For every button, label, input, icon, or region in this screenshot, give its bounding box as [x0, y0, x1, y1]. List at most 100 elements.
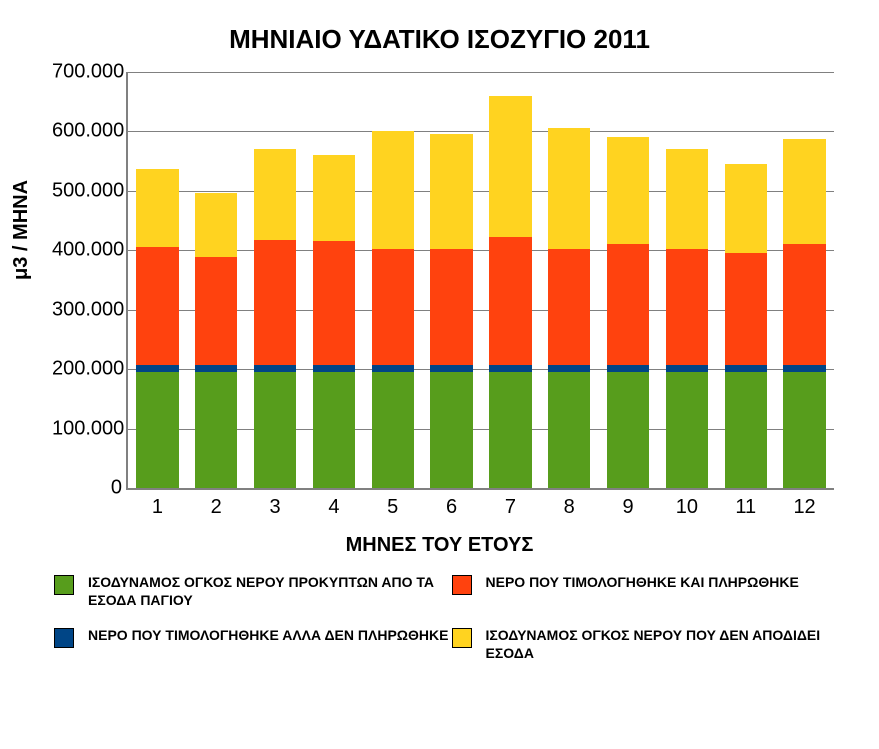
legend-item: ΙΣΟΔΥΝΑΜΟΣ ΟΓΚΟΣ ΝΕΡΟΥ ΠΟΥ ΔΕΝ ΑΠΟΔΙΔΕΙ … [452, 627, 850, 662]
x-tick-label: 8 [540, 496, 599, 519]
legend-swatch [452, 628, 472, 648]
x-tick-label: 7 [481, 496, 540, 519]
x-tick-label: 1 [128, 496, 187, 519]
legend-label: ΝΕΡΟ ΠΟΥ ΤΙΜΟΛΟΓΗΘΗΚΕ ΑΛΛΑ ΔΕΝ ΠΛΗΡΩΘΗΚΕ [88, 627, 448, 645]
legend-swatch [54, 575, 74, 595]
x-tick-label: 10 [658, 496, 717, 519]
y-tick-label: 100.000 [52, 417, 122, 440]
bar-group [548, 128, 590, 488]
bar-segment [195, 372, 237, 488]
bar-segment [666, 372, 708, 488]
legend-swatch [54, 628, 74, 648]
bar-segment [666, 149, 708, 249]
bar-segment [313, 365, 355, 372]
x-tick-label: 11 [716, 496, 775, 519]
bar-group [607, 137, 649, 488]
bar-segment [430, 249, 472, 365]
legend-swatch [452, 575, 472, 595]
bar-segment [313, 372, 355, 488]
legend: ΙΣΟΔΥΝΑΜΟΣ ΟΓΚΟΣ ΝΕΡΟΥ ΠΡΟΚΥΠΤΩΝ ΑΠΟ ΤΑ … [54, 574, 849, 680]
y-tick-label: 0 [52, 477, 122, 500]
bar-group [430, 134, 472, 488]
y-tick-label: 600.000 [52, 120, 122, 143]
bar-segment [372, 365, 414, 372]
bar-segment [136, 247, 178, 365]
bar-group [783, 139, 825, 488]
x-tick-label: 6 [422, 496, 481, 519]
bar-group [489, 96, 531, 488]
bar-group [195, 193, 237, 488]
bar-segment [489, 372, 531, 488]
legend-item: ΝΕΡΟ ΠΟΥ ΤΙΜΟΛΟΓΗΘΗΚΕ ΑΛΛΑ ΔΕΝ ΠΛΗΡΩΘΗΚΕ [54, 627, 452, 648]
bar-segment [607, 244, 649, 365]
bar-segment [430, 365, 472, 372]
grid-line [128, 131, 834, 132]
legend-row: ΙΣΟΔΥΝΑΜΟΣ ΟΓΚΟΣ ΝΕΡΟΥ ΠΡΟΚΥΠΤΩΝ ΑΠΟ ΤΑ … [54, 574, 849, 609]
bar-segment [607, 137, 649, 244]
bar-group [372, 131, 414, 488]
y-axis-title: μ3 / ΜΗΝΑ [10, 180, 33, 280]
x-axis-title: ΜΗΝΕΣ ΤΟΥ ΕΤΟΥΣ [0, 534, 879, 557]
bar-segment [195, 365, 237, 372]
chart-title: ΜΗΝΙΑΙΟ ΥΔΑΤΙΚΟ ΙΣΟΖΥΓΙΟ 2011 [0, 24, 879, 55]
bar-segment [136, 372, 178, 488]
bar-segment [783, 365, 825, 372]
bar-segment [725, 372, 767, 488]
legend-label: ΙΣΟΔΥΝΑΜΟΣ ΟΓΚΟΣ ΝΕΡΟΥ ΠΡΟΚΥΠΤΩΝ ΑΠΟ ΤΑ … [88, 574, 452, 609]
y-tick-label: 500.000 [52, 179, 122, 202]
chart-container: ΜΗΝΙΑΙΟ ΥΔΑΤΙΚΟ ΙΣΟΖΥΓΙΟ 2011 μ3 / ΜΗΝΑ … [0, 0, 879, 749]
x-tick-label: 9 [599, 496, 658, 519]
bar-segment [195, 193, 237, 257]
x-tick-label: 12 [775, 496, 834, 519]
legend-label: ΙΣΟΔΥΝΑΜΟΣ ΟΓΚΟΣ ΝΕΡΟΥ ΠΟΥ ΔΕΝ ΑΠΟΔΙΔΕΙ … [486, 627, 850, 662]
bar-segment [195, 257, 237, 365]
bar-segment [254, 149, 296, 240]
x-tick-label: 5 [363, 496, 422, 519]
bar-segment [254, 240, 296, 365]
y-tick-label: 300.000 [52, 298, 122, 321]
bar-group [254, 149, 296, 488]
bar-segment [783, 372, 825, 488]
bar-segment [607, 365, 649, 372]
x-tick-label: 2 [187, 496, 246, 519]
bar-segment [489, 365, 531, 372]
bar-group [136, 169, 178, 488]
bar-segment [430, 134, 472, 249]
bar-segment [372, 372, 414, 488]
bar-segment [783, 139, 825, 245]
y-tick-label: 400.000 [52, 239, 122, 262]
x-tick-label: 4 [305, 496, 364, 519]
bar-segment [254, 365, 296, 372]
legend-item: ΙΣΟΔΥΝΑΜΟΣ ΟΓΚΟΣ ΝΕΡΟΥ ΠΡΟΚΥΠΤΩΝ ΑΠΟ ΤΑ … [54, 574, 452, 609]
y-tick-label: 200.000 [52, 358, 122, 381]
y-tick-label: 700.000 [52, 61, 122, 84]
bar-group [725, 164, 767, 488]
bar-segment [548, 372, 590, 488]
bar-segment [548, 128, 590, 249]
bar-group [666, 149, 708, 488]
bar-segment [725, 164, 767, 253]
bar-group [313, 155, 355, 488]
bar-segment [783, 244, 825, 365]
bar-segment [372, 249, 414, 365]
bar-segment [725, 365, 767, 372]
bar-segment [136, 169, 178, 247]
bar-segment [489, 237, 531, 365]
bar-segment [372, 131, 414, 249]
bar-segment [666, 365, 708, 372]
bar-segment [548, 249, 590, 365]
x-tick-label: 3 [246, 496, 305, 519]
grid-line [128, 72, 834, 73]
bar-segment [313, 155, 355, 241]
bar-segment [666, 249, 708, 365]
bar-segment [548, 365, 590, 372]
bar-segment [607, 372, 649, 488]
plot-area: 0100.000200.000300.000400.000500.000600.… [126, 72, 834, 490]
bar-segment [136, 365, 178, 372]
legend-row: ΝΕΡΟ ΠΟΥ ΤΙΜΟΛΟΓΗΘΗΚΕ ΑΛΛΑ ΔΕΝ ΠΛΗΡΩΘΗΚΕ… [54, 627, 849, 662]
legend-item: ΝΕΡΟ ΠΟΥ ΤΙΜΟΛΟΓΗΘΗΚΕ ΚΑΙ ΠΛΗΡΩΘΗΚΕ [452, 574, 850, 595]
bar-segment [313, 241, 355, 365]
bar-segment [430, 372, 472, 488]
legend-label: ΝΕΡΟ ΠΟΥ ΤΙΜΟΛΟΓΗΘΗΚΕ ΚΑΙ ΠΛΗΡΩΘΗΚΕ [486, 574, 799, 592]
bar-segment [725, 253, 767, 365]
